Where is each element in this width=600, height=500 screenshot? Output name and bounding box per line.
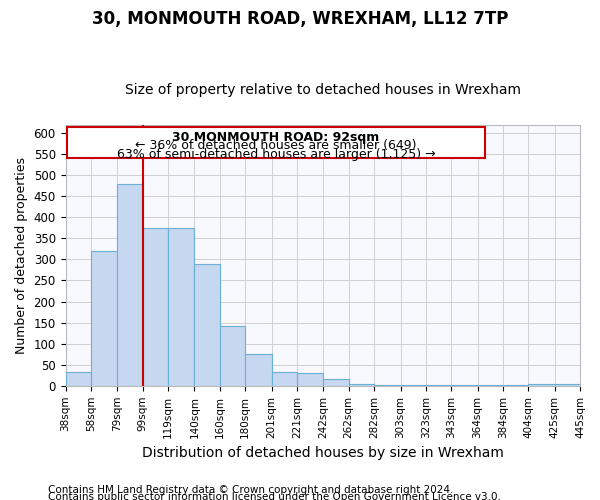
Text: 30, MONMOUTH ROAD, WREXHAM, LL12 7TP: 30, MONMOUTH ROAD, WREXHAM, LL12 7TP: [92, 10, 508, 28]
Bar: [555, 384, 580, 386]
Bar: [401, 385, 426, 386]
Y-axis label: Number of detached properties: Number of detached properties: [15, 156, 28, 354]
Text: 30 MONMOUTH ROAD: 92sqm: 30 MONMOUTH ROAD: 92sqm: [172, 131, 380, 144]
Bar: [220, 326, 245, 386]
Bar: [91, 251, 118, 386]
Bar: [374, 384, 401, 386]
Title: Size of property relative to detached houses in Wrexham: Size of property relative to detached ho…: [125, 83, 521, 97]
Bar: [323, 379, 349, 386]
Text: ← 36% of detached houses are smaller (649): ← 36% of detached houses are smaller (64…: [135, 140, 417, 152]
Bar: [194, 264, 220, 386]
Text: 63% of semi-detached houses are larger (1,125) →: 63% of semi-detached houses are larger (…: [116, 148, 436, 160]
Bar: [118, 184, 143, 386]
FancyBboxPatch shape: [67, 126, 485, 158]
Bar: [528, 384, 555, 386]
Bar: [245, 354, 272, 386]
Bar: [272, 372, 297, 386]
X-axis label: Distribution of detached houses by size in Wrexham: Distribution of detached houses by size …: [142, 446, 504, 460]
Text: Contains HM Land Registry data © Crown copyright and database right 2024.: Contains HM Land Registry data © Crown c…: [48, 485, 454, 495]
Text: Contains public sector information licensed under the Open Government Licence v3: Contains public sector information licen…: [48, 492, 501, 500]
Bar: [65, 372, 91, 386]
Bar: [426, 385, 451, 386]
Bar: [297, 373, 323, 386]
Bar: [143, 228, 168, 386]
Bar: [168, 228, 194, 386]
Bar: [349, 384, 374, 386]
